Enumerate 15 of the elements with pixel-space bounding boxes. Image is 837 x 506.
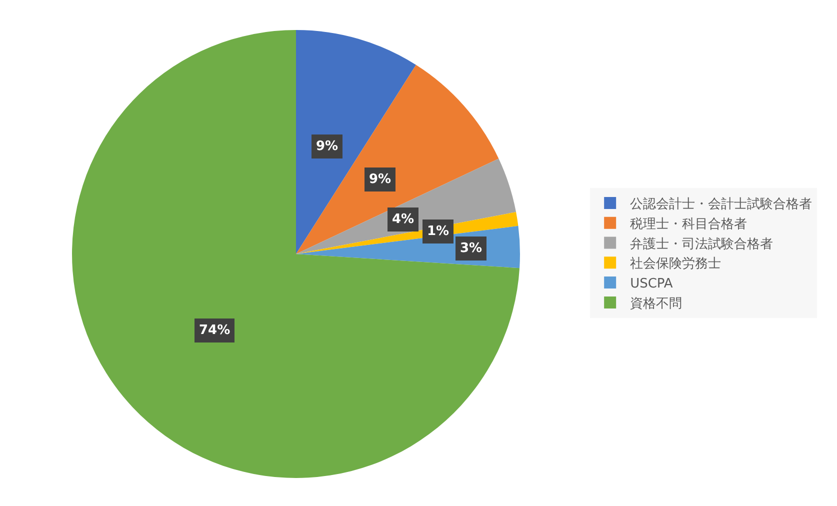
data-label: 9%: [369, 172, 392, 187]
legend-label: 資格不問: [630, 296, 682, 312]
pie-slice: [296, 30, 416, 254]
data-label: 3%: [460, 241, 482, 256]
legend-label: 税理士・科目合格者: [630, 216, 748, 232]
data-label: 74%: [199, 323, 230, 338]
legend-label: USCPA: [630, 276, 673, 292]
legend-label: 社会保険労務士: [630, 256, 722, 272]
data-label: 9%: [316, 139, 338, 154]
pie-slice: [296, 64, 499, 254]
legend-label: 公認会計士・会計士試験合格者: [630, 197, 812, 212]
legend-label: 弁護士・司法試験合格者: [630, 236, 774, 252]
pie-slice: [72, 30, 520, 478]
data-label: 1%: [427, 224, 450, 239]
data-label: 4%: [392, 212, 414, 227]
